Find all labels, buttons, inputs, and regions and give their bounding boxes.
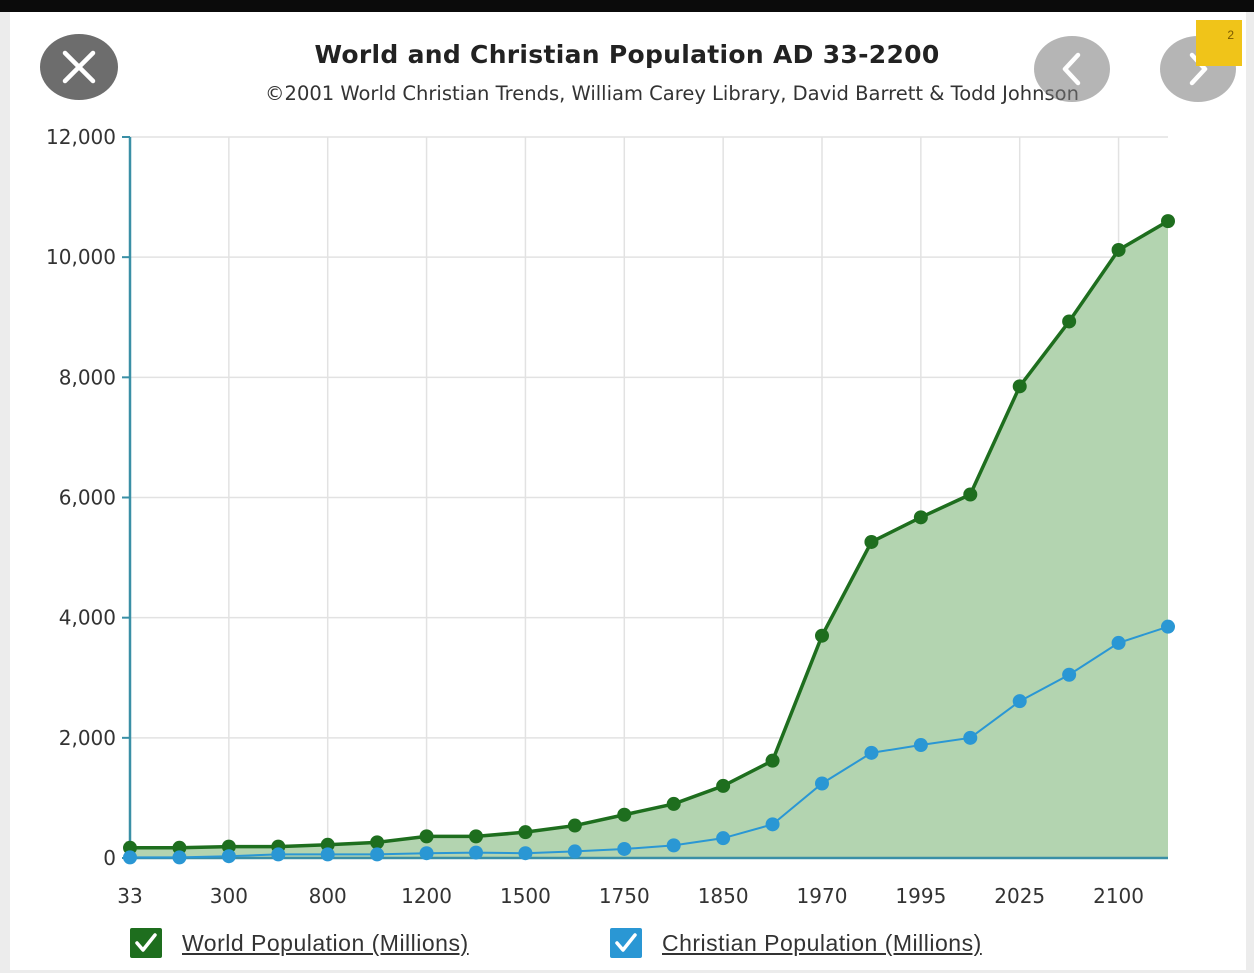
christian-data-point <box>271 847 286 862</box>
christian-data-point <box>716 831 731 846</box>
tick-labels: 0 2,000 4,000 6,000 8,000 10,000 12,000 33 300 80… <box>46 125 1144 908</box>
x-tick-label: 1970 <box>797 884 848 908</box>
christian-data-point <box>913 738 928 753</box>
legend-item-christian[interactable]: Christian Population (Millions) <box>610 928 982 958</box>
christian-data-point <box>1012 694 1027 709</box>
y-tick-label: 4,000 <box>59 606 116 630</box>
top-border <box>0 0 1254 12</box>
world-data-point <box>963 487 978 502</box>
legend-swatch-world <box>130 928 162 958</box>
y-tick-label: 6,000 <box>59 486 116 510</box>
checkmark-icon <box>615 933 637 952</box>
previous-button[interactable] <box>1034 36 1110 102</box>
x-tick-label: 1500 <box>500 884 551 908</box>
x-tick-label: 1200 <box>401 884 452 908</box>
christian-data-point <box>765 817 780 832</box>
christian-data-point <box>666 838 681 853</box>
x-tick-label: 800 <box>309 884 347 908</box>
world-data-point <box>864 534 879 549</box>
christian-population-line <box>130 625 1169 859</box>
chevron-left-icon <box>1062 52 1081 86</box>
x-tick-label: 300 <box>210 884 248 908</box>
world-data-point <box>1062 314 1077 329</box>
world-data-point <box>666 796 681 811</box>
world-data-point <box>172 840 187 855</box>
world-population-line <box>130 219 1169 850</box>
legend-swatch-christian <box>610 928 642 958</box>
christian-data-point <box>123 850 137 865</box>
x-tick-label: 33 <box>117 884 142 908</box>
data-points <box>123 214 1175 865</box>
world-data-point <box>913 510 928 525</box>
christian-data-point <box>172 850 187 865</box>
christian-data-point <box>815 776 829 791</box>
world-data-point <box>815 628 829 643</box>
x-tick-label: 1750 <box>599 884 650 908</box>
chart-subtitle: ©2001 World Christian Trends, William Ca… <box>265 82 1079 105</box>
y-tick-label: 8,000 <box>59 365 116 389</box>
x-tick-label: 1850 <box>698 884 749 908</box>
y-tick-label: 12,000 <box>46 125 116 149</box>
christian-data-point <box>567 844 582 859</box>
close-icon <box>62 50 96 84</box>
christian-data-point <box>864 745 879 760</box>
world-data-point <box>370 835 385 850</box>
world-data-point <box>419 829 434 844</box>
world-population-area <box>130 221 1168 858</box>
world-data-point <box>221 839 236 854</box>
chart-title: World and Christian Population AD 33-220… <box>314 40 940 69</box>
world-data-point <box>1012 379 1027 394</box>
world-data-point <box>765 753 780 768</box>
close-button[interactable] <box>40 34 118 100</box>
x-tick-label: 2100 <box>1093 884 1144 908</box>
christian-data-point <box>1062 667 1077 682</box>
world-data-point <box>518 825 533 840</box>
christian-data-point <box>963 730 978 745</box>
world-data-point <box>123 840 137 855</box>
world-data-point <box>1161 214 1175 229</box>
christian-data-point <box>320 847 335 862</box>
world-data-point <box>320 837 335 852</box>
corner-badge: 2 <box>1196 20 1242 66</box>
checkmark-icon <box>135 933 157 952</box>
x-tick-label: 2025 <box>994 884 1045 908</box>
x-tick-label: 1995 <box>895 884 946 908</box>
world-data-point <box>716 778 731 793</box>
y-tick-label: 2,000 <box>59 726 116 750</box>
legend-label-world: World Population (Millions) <box>182 929 469 956</box>
world-data-point <box>469 829 483 844</box>
legend-item-world[interactable]: World Population (Millions) <box>130 928 469 958</box>
christian-data-point <box>1111 635 1126 650</box>
christian-data-point <box>1161 619 1175 634</box>
christian-data-point <box>221 849 236 864</box>
legend-label-christian: Christian Population (Millions) <box>662 929 982 956</box>
y-tick-label: 10,000 <box>46 245 116 269</box>
christian-data-point <box>469 845 483 860</box>
world-data-point <box>617 807 632 822</box>
world-data-point <box>567 818 582 833</box>
christian-data-point <box>617 841 632 856</box>
christian-data-point <box>419 846 434 861</box>
world-data-point <box>1111 242 1126 257</box>
christian-data-point <box>518 846 533 861</box>
christian-data-point <box>370 847 385 862</box>
y-tick-label: 0 <box>103 846 116 870</box>
